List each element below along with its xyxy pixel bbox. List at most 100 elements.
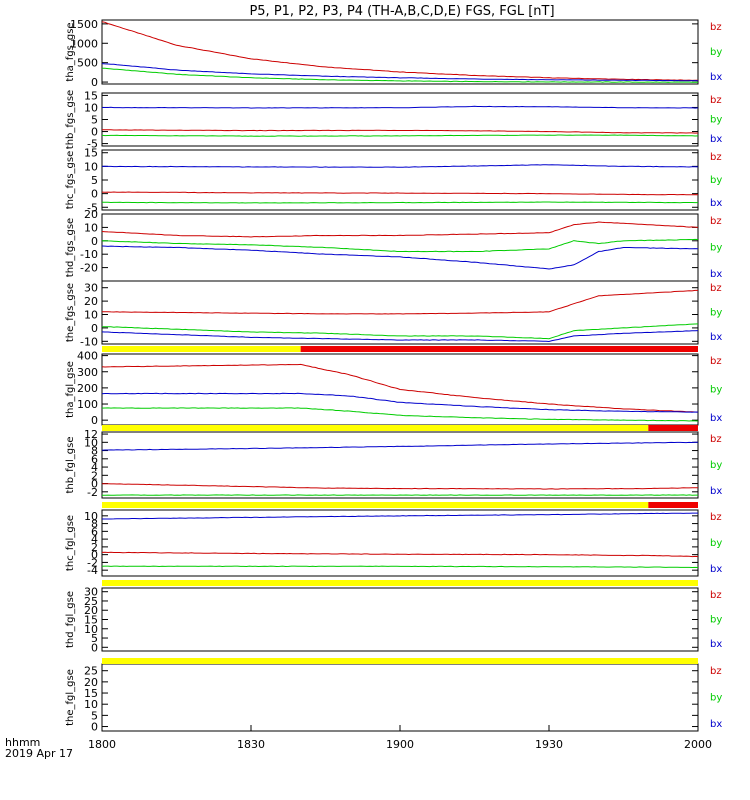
legend-by: by — [710, 175, 722, 186]
y-tick-label: -2 — [87, 486, 98, 499]
mode-bar-segment — [102, 580, 698, 586]
series-line-bz — [102, 289, 698, 315]
legend-bz: bz — [710, 283, 722, 294]
y-tick-label: 6 — [91, 525, 98, 538]
legend-by: by — [710, 115, 722, 126]
y-tick-label: 10 — [84, 160, 98, 173]
x-tick-label: 1830 — [237, 738, 265, 751]
mode-bar-segment — [102, 502, 649, 508]
y-tick-label: -5 — [87, 201, 98, 214]
y-tick-label: 8 — [91, 518, 98, 531]
panel-frame — [101, 280, 699, 345]
y-axis-label: thc_fgl_gse — [65, 515, 76, 571]
legend-bz: bz — [710, 356, 722, 367]
y-tick-label: -10 — [80, 248, 98, 261]
series-line-bz — [102, 129, 699, 134]
legend-bz: bz — [710, 152, 722, 163]
y-tick-label: -4 — [87, 564, 98, 577]
legend-bz: bz — [710, 434, 722, 445]
legend-by: by — [710, 385, 722, 396]
y-tick-label: 15 — [84, 687, 98, 700]
y-tick-label: 10 — [84, 510, 98, 523]
y-tick-label: -20 — [80, 262, 98, 275]
y-axis-label: thb_fgl_gse — [65, 437, 76, 494]
y-tick-label: 20 — [84, 208, 98, 221]
y-tick-label: 0 — [91, 322, 98, 335]
x-tick-label: 1800 — [88, 738, 116, 751]
y-tick-label: 20 — [84, 295, 98, 308]
legend-bx: bx — [710, 564, 722, 575]
y-axis-label: thd_fgs_gse — [65, 218, 76, 277]
y-tick-label: 5 — [91, 709, 98, 722]
y-tick-label: 25 — [84, 665, 98, 678]
legend-by: by — [710, 615, 722, 626]
y-tick-label: 0 — [91, 235, 98, 248]
y-tick-label: 15 — [84, 89, 98, 102]
y-tick-label: 0 — [91, 414, 98, 427]
series-line-bz — [101, 551, 699, 558]
y-tick-label: 20 — [84, 676, 98, 689]
y-tick-label: -5 — [87, 138, 98, 151]
y-tick-label: 25 — [84, 595, 98, 608]
series-line-bx — [101, 245, 699, 270]
y-tick-label: 8 — [91, 445, 98, 458]
y-axis-label: tha_fgs_gse — [65, 22, 76, 81]
legend-bz: bz — [710, 216, 722, 227]
y-tick-label: 2 — [91, 541, 98, 554]
y-tick-label: 15 — [84, 614, 98, 627]
series-line-bz — [101, 483, 698, 490]
date-label: 2019 Apr 17 — [5, 747, 73, 760]
y-tick-label: 10 — [84, 309, 98, 322]
legend-bz: bz — [710, 666, 722, 677]
y-tick-label: 5 — [91, 114, 98, 127]
y-axis-label: the_fgs_gse — [65, 283, 76, 342]
y-tick-label: 5 — [91, 174, 98, 187]
y-tick-label: 0 — [91, 721, 98, 734]
legend-bz: bz — [710, 512, 722, 523]
y-axis-label: thb_fgs_gse — [65, 90, 76, 149]
y-axis-label: tha_fgl_gse — [65, 361, 76, 418]
x-tick-label: 2000 — [684, 738, 712, 751]
y-tick-label: 10 — [84, 221, 98, 234]
series-line-bz — [101, 221, 699, 238]
y-tick-label: 30 — [84, 586, 98, 599]
series-line-by — [101, 238, 699, 253]
series-line-bx — [102, 105, 699, 109]
series-line-by — [101, 565, 699, 569]
legend-by: by — [710, 47, 722, 58]
series-line-by — [101, 323, 699, 340]
y-tick-label: 0 — [91, 549, 98, 562]
panel-frame — [101, 149, 699, 211]
legend-by: by — [710, 693, 722, 704]
legend-by: by — [710, 538, 722, 549]
series-line-bx — [101, 330, 699, 343]
y-tick-label: 10 — [84, 698, 98, 711]
series-line-bz — [101, 21, 698, 81]
y-tick-label: 200 — [77, 382, 98, 395]
y-tick-label: 300 — [77, 366, 98, 379]
series-line-bz — [101, 363, 699, 413]
legend-bx: bx — [710, 639, 722, 650]
y-tick-label: 0 — [91, 478, 98, 491]
y-tick-label: 10 — [84, 101, 98, 114]
y-tick-label: 5 — [91, 632, 98, 645]
legend-bx: bx — [710, 332, 722, 343]
panel-frame — [101, 587, 699, 652]
legend-bz: bz — [710, 590, 722, 601]
series-line-bz — [101, 191, 699, 196]
mode-bar-segment — [648, 425, 698, 431]
legend-by: by — [710, 460, 722, 471]
mode-bar-segment — [300, 346, 698, 352]
legend-bx: bx — [710, 719, 722, 730]
y-tick-label: 500 — [77, 57, 98, 70]
legend-by: by — [710, 308, 722, 319]
panel-frame — [101, 663, 699, 732]
series-line-bx — [101, 63, 699, 82]
mode-bar-segment — [102, 658, 698, 664]
y-tick-label: 30 — [84, 282, 98, 295]
legend-bx: bx — [710, 269, 722, 280]
y-axis-label: the_fgl_gse — [65, 669, 76, 726]
y-axis-label: thc_fgs_gse — [65, 151, 76, 210]
y-tick-label: 10 — [84, 436, 98, 449]
